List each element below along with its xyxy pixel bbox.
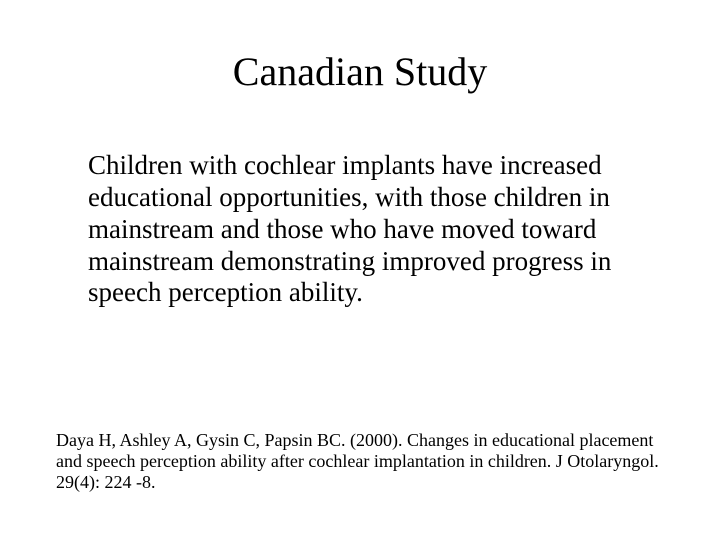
- slide-body-text: Children with cochlear implants have inc…: [88, 150, 646, 309]
- slide-title: Canadian Study: [0, 48, 720, 95]
- slide-citation: Daya H, Ashley A, Gysin C, Papsin BC. (2…: [56, 430, 666, 494]
- slide: Canadian Study Children with cochlear im…: [0, 0, 720, 540]
